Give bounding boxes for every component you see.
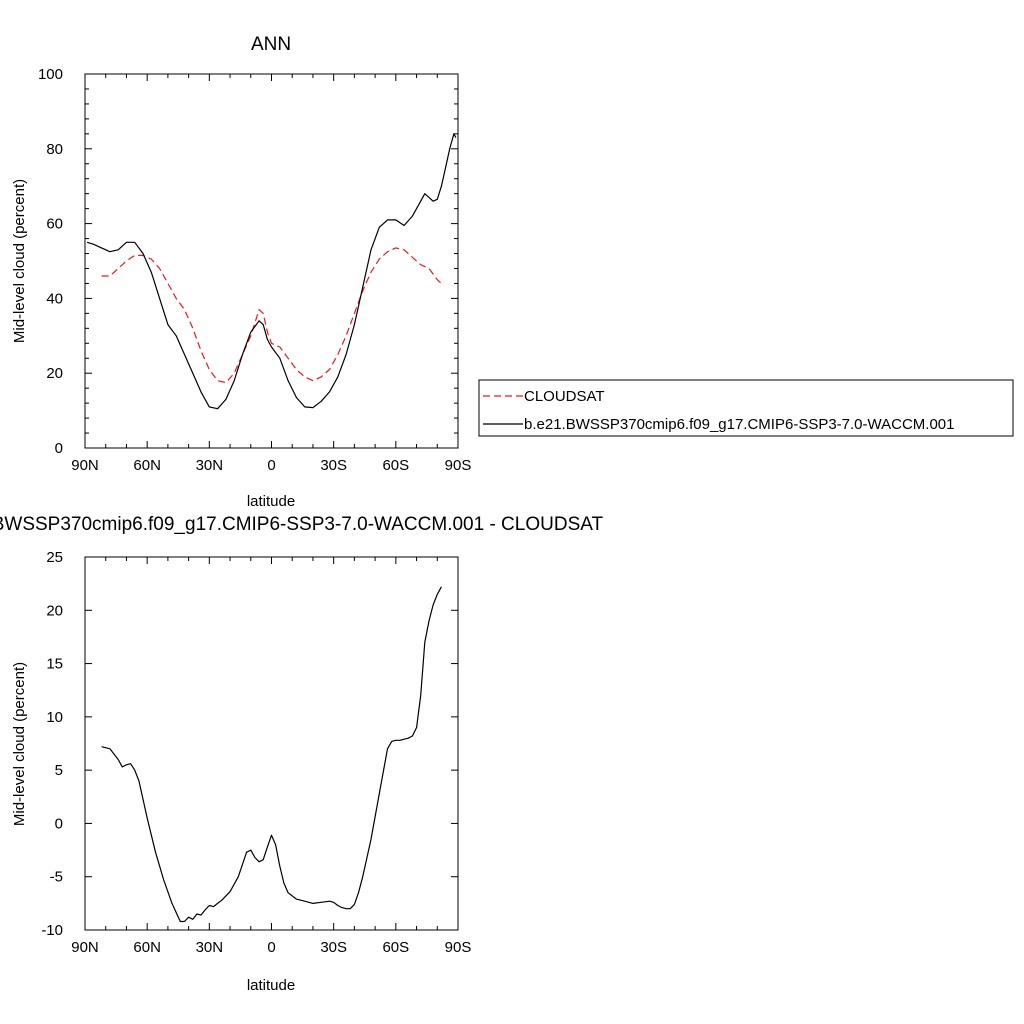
bottom-panel-ytick-label: 15 [46, 656, 63, 673]
top-panel-ytick-label: 20 [46, 365, 63, 382]
top-panel: ANN Mid-level cloud (percent) latitude 9… [11, 34, 471, 510]
bottom-panel-title: b.e21.BWSSP370cmip6.f09_g17.CMIP6-SSP3-7… [0, 514, 603, 535]
bottom-panel-xtick-label: 30S [320, 939, 347, 956]
top-panel-ylabel: Mid-level cloud (percent) [11, 179, 28, 343]
top-panel-series-line-1 [86, 133, 457, 410]
bottom-panel: b.e21.BWSSP370cmip6.f09_g17.CMIP6-SSP3-7… [0, 514, 603, 994]
legend-label-model: b.e21.BWSSP370cmip6.f09_g17.CMIP6-SSP3-7… [524, 416, 954, 433]
top-panel-xtick-label: 60N [133, 457, 161, 474]
top-panel-xtick-label: 90S [445, 457, 472, 474]
top-panel-xtick-label: 0 [267, 457, 275, 474]
bottom-panel-frame [84, 556, 459, 931]
bottom-panel-series-line-0 [101, 586, 442, 923]
top-panel-ytick-label: 100 [38, 66, 63, 83]
bottom-panel-ytick-label: 25 [46, 549, 63, 566]
top-panel-xtick-label: 90N [71, 457, 99, 474]
top-panel-ytick-label: 40 [46, 290, 63, 307]
bottom-panel-xtick-label: 90N [71, 939, 99, 956]
legend-label-cloudsat: CLOUDSAT [524, 388, 605, 405]
bottom-panel-xtick-label: 60N [133, 939, 161, 956]
bottom-panel-xtick-label: 30N [196, 939, 224, 956]
top-panel-ytick-label: 60 [46, 216, 63, 233]
legend-box [478, 379, 1014, 437]
bottom-panel-ytick-label: 10 [46, 709, 63, 726]
top-panel-ytick-label: 0 [55, 440, 63, 457]
bottom-panel-ylabel: Mid-level cloud (percent) [11, 662, 28, 826]
top-panel-xtick-label: 30S [320, 457, 347, 474]
bottom-panel-xlabel: latitude [247, 977, 295, 994]
top-panel-title: ANN [251, 34, 291, 55]
top-panel-xtick-label: 60S [382, 457, 409, 474]
bottom-panel-ytick-label: 5 [55, 762, 63, 779]
bottom-panel-ytick-label: 0 [55, 815, 63, 832]
top-panel-xtick-label: 30N [196, 457, 224, 474]
bottom-panel-ytick-label: 20 [46, 602, 63, 619]
bottom-panel-xtick-label: 0 [267, 939, 275, 956]
top-panel-frame [84, 73, 459, 449]
bottom-panel-xtick-label: 90S [445, 939, 472, 956]
bottom-panel-ytick-label: -5 [50, 869, 63, 886]
bottom-panel-xtick-label: 60S [382, 939, 409, 956]
legend: CLOUDSAT b.e21.BWSSP370cmip6.f09_g17.CMI… [478, 379, 1014, 437]
bottom-panel-ytick-label: -10 [41, 922, 63, 939]
top-panel-series-line-0 [101, 247, 442, 384]
top-panel-xlabel: latitude [247, 493, 295, 510]
top-panel-ytick-label: 80 [46, 141, 63, 158]
